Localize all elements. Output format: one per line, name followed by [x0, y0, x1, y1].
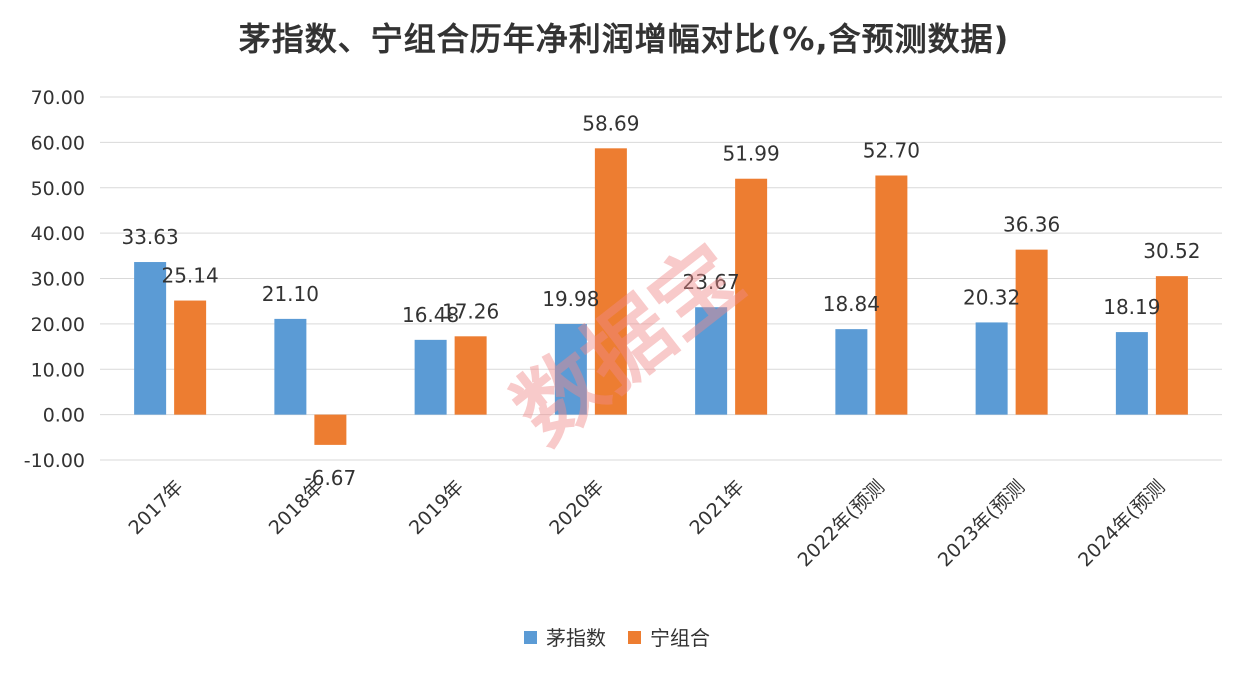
bar-mao-index — [835, 329, 868, 415]
bar-mao-index — [414, 339, 447, 415]
legend: 茅指数 宁组合 — [524, 626, 710, 650]
y-tick-label: 60.00 — [31, 132, 85, 154]
bar-ning-portfolio — [174, 300, 207, 415]
x-axis-ticks: 2017年 2018年 2019年 2020年 2021年 2022年(预测 2023年(预… — [124, 476, 1169, 571]
data-label: 51.99 — [722, 142, 779, 166]
y-tick-label: -10.00 — [24, 450, 85, 472]
bar-ning-portfolio — [735, 178, 768, 415]
bar-ning-portfolio — [314, 414, 347, 445]
legend-swatch-mao-index — [524, 631, 537, 644]
data-label: 20.32 — [963, 285, 1020, 309]
bars — [134, 148, 1188, 445]
data-label: 23.67 — [682, 270, 739, 294]
data-label: -6.67 — [305, 466, 357, 490]
data-label: 58.69 — [582, 111, 639, 135]
bar-mao-index — [695, 307, 728, 415]
x-tick-label: 2021年 — [685, 476, 748, 539]
legend-label-ning-portfolio: 宁组合 — [650, 626, 710, 650]
x-tick-label: 2022年(预测 — [794, 476, 889, 571]
legend-label-mao-index: 茅指数 — [546, 626, 606, 650]
bar-ning-portfolio — [1155, 276, 1188, 415]
y-tick-label: 10.00 — [31, 359, 85, 381]
y-tick-label: 70.00 — [31, 87, 85, 109]
x-tick-label: 2024年(预测 — [1074, 476, 1169, 571]
data-label: 18.84 — [823, 292, 880, 316]
bar-mao-index — [975, 322, 1008, 415]
legend-swatch-ning-portfolio — [628, 631, 641, 644]
bar-ning-portfolio — [454, 336, 487, 415]
bar-mao-index — [1115, 332, 1148, 415]
y-tick-label: 0.00 — [43, 405, 85, 427]
chart-title: 茅指数、宁组合历年净利润增幅对比(%,含预测数据) — [238, 20, 1010, 58]
data-label: 36.36 — [1003, 213, 1060, 237]
data-label: 33.63 — [121, 225, 178, 249]
bar-mao-index — [274, 318, 307, 415]
y-tick-label: 40.00 — [31, 223, 85, 245]
data-label: 21.10 — [262, 282, 319, 306]
bar-ning-portfolio — [1015, 249, 1048, 415]
x-tick-label: 2018年 — [265, 476, 328, 539]
y-tick-label: 30.00 — [31, 269, 85, 291]
data-label: 52.70 — [863, 138, 920, 162]
y-tick-label: 50.00 — [31, 178, 85, 200]
bar-ning-portfolio — [875, 175, 908, 415]
data-label: 25.14 — [161, 264, 218, 288]
data-label: 30.52 — [1143, 239, 1200, 263]
x-tick-label: 2020年 — [545, 476, 608, 539]
x-tick-label: 2017年 — [124, 476, 187, 539]
bar-ning-portfolio — [594, 148, 627, 415]
x-tick-label: 2023年(预测 — [934, 476, 1029, 571]
y-tick-label: 20.00 — [31, 314, 85, 336]
x-tick-label: 2019年 — [405, 476, 468, 539]
bar-mao-index — [554, 323, 587, 415]
y-axis-ticks: -10.00 0.00 10.00 20.00 30.00 40.00 50.00 60.00… — [24, 87, 85, 472]
data-label: 17.26 — [442, 299, 499, 323]
data-label: 16.48 — [402, 303, 459, 327]
bar-mao-index — [134, 262, 167, 415]
data-label: 19.98 — [542, 287, 599, 311]
data-label: 18.19 — [1103, 295, 1160, 319]
